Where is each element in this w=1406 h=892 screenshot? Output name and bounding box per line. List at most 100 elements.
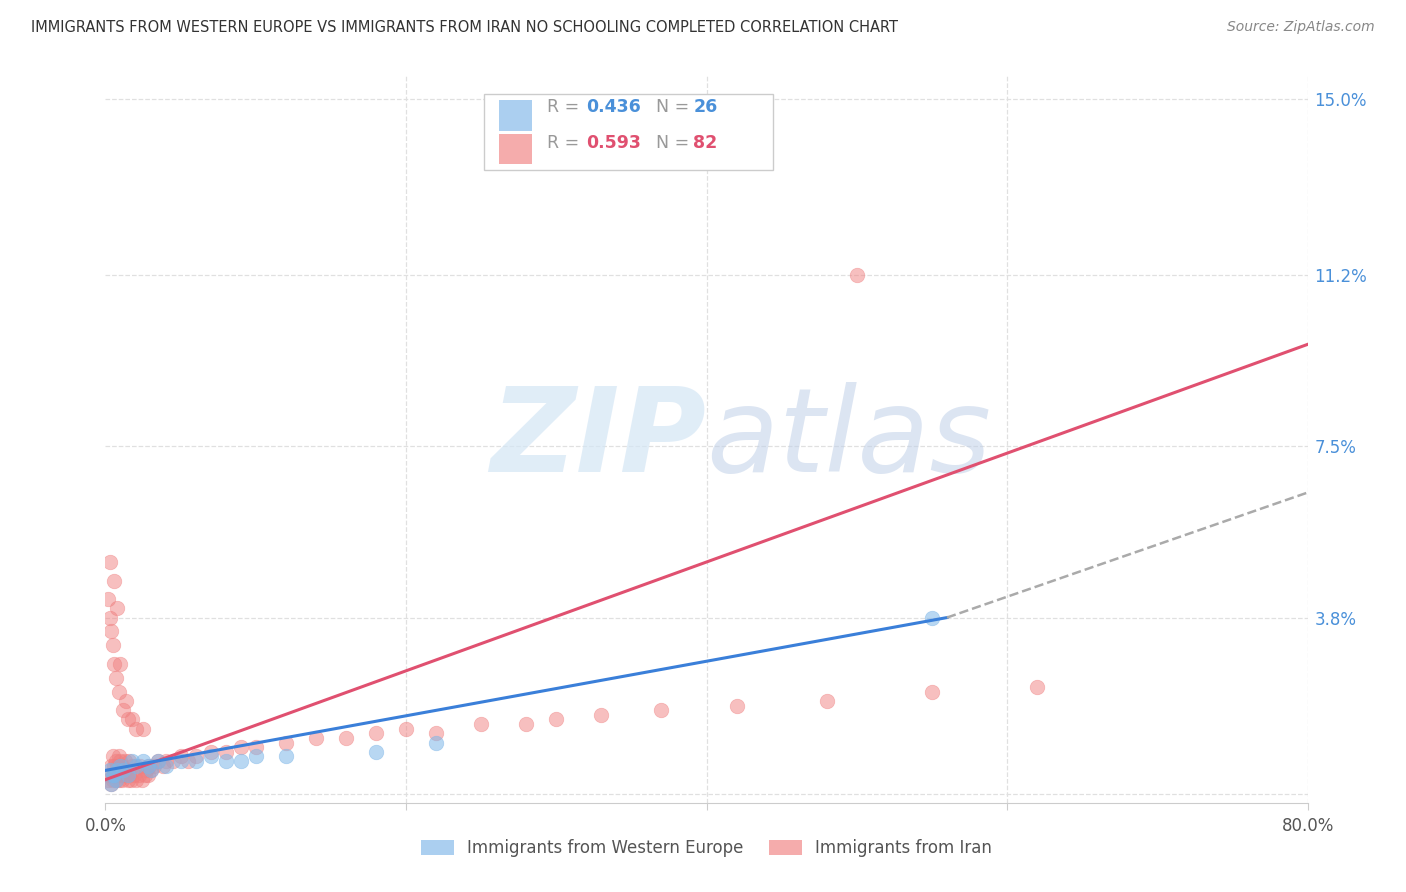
Point bbox=[115, 694, 138, 708]
Point bbox=[101, 772, 124, 787]
Point bbox=[305, 731, 328, 745]
Text: Source: ZipAtlas.com: Source: ZipAtlas.com bbox=[1227, 20, 1375, 34]
Point bbox=[245, 749, 267, 764]
Point bbox=[114, 754, 136, 768]
Point bbox=[245, 740, 267, 755]
Point bbox=[104, 772, 127, 787]
Point bbox=[124, 772, 146, 787]
Point bbox=[136, 758, 159, 772]
Point bbox=[121, 758, 143, 772]
Text: R =: R = bbox=[547, 134, 585, 152]
Point bbox=[162, 754, 184, 768]
Point bbox=[152, 758, 174, 772]
Point bbox=[107, 768, 129, 782]
Point bbox=[139, 764, 162, 778]
Point bbox=[1026, 680, 1049, 694]
Point bbox=[364, 726, 387, 740]
Point bbox=[103, 768, 125, 782]
Point bbox=[124, 758, 146, 772]
Point bbox=[650, 703, 672, 717]
Point bbox=[117, 772, 139, 787]
Point bbox=[103, 657, 125, 671]
Point bbox=[98, 610, 121, 624]
Point bbox=[395, 722, 418, 736]
Point bbox=[112, 703, 135, 717]
Point bbox=[121, 754, 143, 768]
Point bbox=[104, 671, 127, 685]
Point bbox=[128, 768, 150, 782]
Point bbox=[124, 722, 146, 736]
Point bbox=[921, 610, 943, 624]
Point bbox=[845, 268, 868, 282]
Point bbox=[132, 722, 155, 736]
Point bbox=[100, 758, 122, 772]
Point bbox=[136, 768, 159, 782]
Point bbox=[146, 754, 169, 768]
Point bbox=[134, 768, 156, 782]
Point bbox=[110, 758, 132, 772]
Point bbox=[108, 772, 131, 787]
Point bbox=[274, 736, 297, 750]
Point bbox=[111, 758, 134, 772]
Point bbox=[97, 592, 120, 607]
Legend: Immigrants from Western Europe, Immigrants from Iran: Immigrants from Western Europe, Immigran… bbox=[413, 832, 1000, 863]
Point bbox=[108, 749, 131, 764]
Point bbox=[815, 694, 838, 708]
Point bbox=[98, 764, 121, 778]
Point bbox=[425, 726, 447, 740]
Point bbox=[98, 768, 121, 782]
Point bbox=[335, 731, 357, 745]
Point bbox=[112, 764, 135, 778]
Point bbox=[155, 754, 177, 768]
Text: 26: 26 bbox=[693, 98, 717, 116]
Point bbox=[114, 768, 136, 782]
Point bbox=[110, 768, 132, 782]
FancyBboxPatch shape bbox=[499, 100, 533, 130]
Text: atlas: atlas bbox=[707, 383, 991, 496]
Point bbox=[118, 768, 141, 782]
Point bbox=[122, 768, 145, 782]
Point bbox=[515, 717, 537, 731]
Text: N =: N = bbox=[645, 98, 695, 116]
Point bbox=[108, 684, 131, 698]
Point bbox=[364, 745, 387, 759]
Point bbox=[101, 749, 124, 764]
Point bbox=[229, 754, 252, 768]
FancyBboxPatch shape bbox=[499, 134, 533, 164]
Point bbox=[103, 768, 125, 782]
Text: IMMIGRANTS FROM WESTERN EUROPE VS IMMIGRANTS FROM IRAN NO SCHOOLING COMPLETED CO: IMMIGRANTS FROM WESTERN EUROPE VS IMMIGR… bbox=[31, 20, 898, 35]
Text: R =: R = bbox=[547, 98, 585, 116]
Text: 82: 82 bbox=[693, 134, 717, 152]
Point bbox=[101, 768, 124, 782]
Point bbox=[115, 764, 138, 778]
Point bbox=[101, 639, 124, 653]
Point bbox=[100, 777, 122, 791]
Point bbox=[107, 764, 129, 778]
Point bbox=[110, 657, 132, 671]
Point bbox=[100, 777, 122, 791]
Point bbox=[214, 754, 236, 768]
Point bbox=[229, 740, 252, 755]
Point bbox=[425, 736, 447, 750]
Point bbox=[112, 764, 135, 778]
Point bbox=[470, 717, 492, 731]
Point bbox=[546, 713, 568, 727]
Point bbox=[111, 772, 134, 787]
Text: 0.436: 0.436 bbox=[586, 98, 641, 116]
Point bbox=[200, 749, 222, 764]
Point bbox=[135, 764, 157, 778]
Point bbox=[100, 624, 122, 639]
Text: N =: N = bbox=[645, 134, 695, 152]
Point bbox=[274, 749, 297, 764]
Point bbox=[103, 758, 125, 772]
Point bbox=[184, 754, 207, 768]
Point bbox=[169, 749, 191, 764]
Point bbox=[98, 555, 121, 569]
Point bbox=[139, 764, 162, 778]
Point bbox=[169, 754, 191, 768]
Point bbox=[104, 754, 127, 768]
Point bbox=[131, 772, 153, 787]
Point bbox=[142, 758, 165, 772]
Point bbox=[146, 754, 169, 768]
Point bbox=[118, 754, 141, 768]
